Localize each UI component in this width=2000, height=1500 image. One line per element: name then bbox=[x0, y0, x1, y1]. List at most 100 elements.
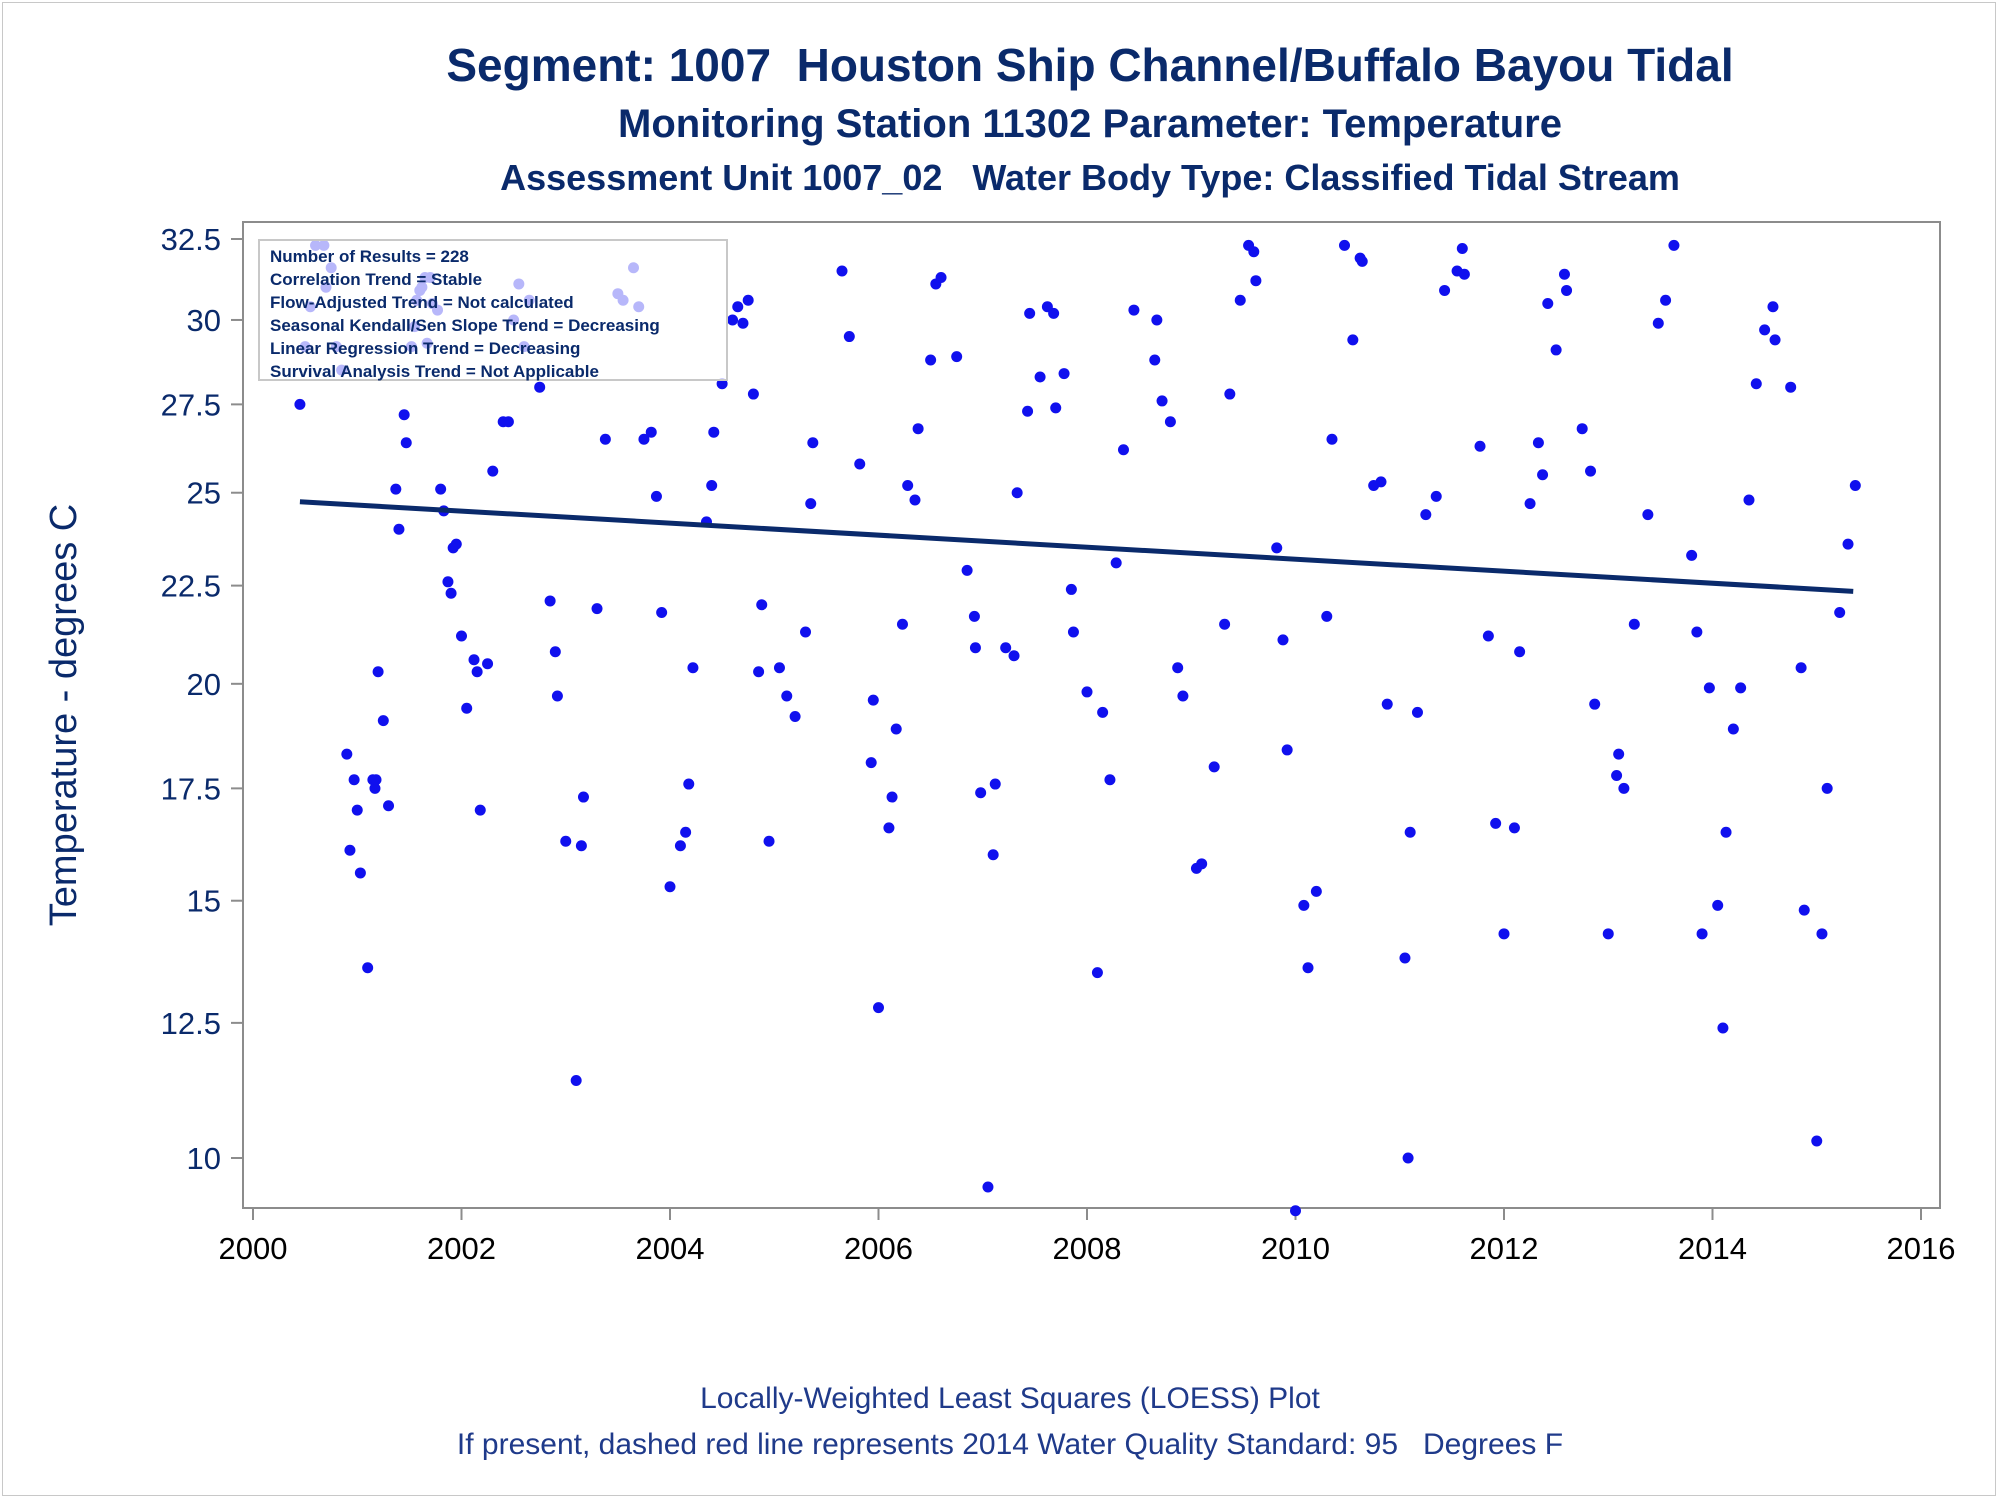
data-point bbox=[390, 483, 402, 495]
data-point bbox=[1816, 928, 1828, 940]
stat-number-of-results: Number of Results = 228 bbox=[270, 247, 469, 266]
data-point bbox=[742, 294, 754, 306]
x-tick-label: 2016 bbox=[1887, 1231, 1956, 1266]
data-point bbox=[708, 426, 720, 438]
data-point bbox=[716, 378, 728, 390]
data-point bbox=[1250, 275, 1262, 287]
data-point bbox=[445, 587, 457, 599]
y-tick-label: 27.5 bbox=[161, 387, 221, 422]
data-point bbox=[807, 437, 819, 449]
data-point bbox=[591, 603, 603, 615]
data-point bbox=[560, 835, 572, 847]
data-point bbox=[1508, 822, 1520, 834]
data-point bbox=[1611, 769, 1623, 781]
stat-seasonal-kendall-trend: Seasonal Kendall/Sen Slope Trend = Decre… bbox=[270, 316, 660, 335]
data-point bbox=[982, 1181, 994, 1193]
data-point bbox=[737, 317, 749, 329]
data-point bbox=[1712, 899, 1724, 911]
data-point bbox=[1151, 314, 1163, 326]
data-point bbox=[370, 774, 382, 786]
data-point bbox=[1011, 487, 1023, 499]
chart-subtitle-station: Monitoring Station 11302 Parameter: Temp… bbox=[618, 102, 1562, 146]
x-tick-label: 2000 bbox=[219, 1231, 288, 1266]
data-point bbox=[1769, 334, 1781, 346]
x-tick-label: 2006 bbox=[844, 1231, 913, 1266]
data-point bbox=[1750, 378, 1762, 390]
data-point bbox=[1532, 437, 1544, 449]
data-point bbox=[1458, 268, 1470, 280]
data-point bbox=[756, 599, 768, 611]
data-point bbox=[1050, 402, 1062, 414]
data-point bbox=[1196, 858, 1208, 870]
data-point bbox=[544, 595, 556, 607]
data-point bbox=[1561, 284, 1573, 296]
data-point bbox=[450, 538, 462, 550]
data-point bbox=[1338, 239, 1350, 251]
data-point bbox=[1208, 761, 1220, 773]
data-point bbox=[1110, 557, 1122, 569]
data-point bbox=[1402, 1152, 1414, 1164]
data-point bbox=[867, 694, 879, 706]
y-tick-label: 17.5 bbox=[161, 771, 221, 806]
data-point bbox=[805, 498, 817, 510]
stat-correlation-trend: Correlation Trend = Stable bbox=[270, 270, 483, 289]
trend-line bbox=[299, 499, 1854, 594]
data-point bbox=[1585, 465, 1597, 477]
trend-line-group bbox=[299, 499, 1854, 594]
data-point bbox=[1375, 476, 1387, 488]
data-point bbox=[1326, 433, 1338, 445]
data-point bbox=[369, 782, 381, 794]
y-tick-label: 25 bbox=[187, 476, 221, 511]
data-point bbox=[456, 630, 467, 642]
data-point bbox=[674, 840, 686, 852]
data-point bbox=[1798, 904, 1810, 916]
data-point bbox=[753, 666, 765, 678]
data-point bbox=[1097, 706, 1109, 718]
data-points bbox=[294, 239, 1861, 1217]
data-point bbox=[1420, 509, 1432, 521]
data-point bbox=[474, 804, 486, 816]
y-tick-label: 12.5 bbox=[161, 1006, 221, 1041]
data-point bbox=[1104, 774, 1116, 786]
data-point bbox=[664, 881, 676, 893]
data-point bbox=[1310, 885, 1322, 897]
data-point bbox=[502, 416, 514, 428]
stat-survival-analysis-trend: Survival Analysis Trend = Not Applicable bbox=[270, 362, 599, 381]
data-point bbox=[727, 314, 739, 326]
footnote-water-quality-standard: If present, dashed red line represents 2… bbox=[456, 1428, 1564, 1461]
data-point bbox=[1514, 646, 1526, 658]
data-point bbox=[896, 618, 908, 630]
data-point bbox=[1224, 388, 1236, 400]
data-point bbox=[468, 654, 480, 666]
data-point bbox=[1302, 962, 1314, 974]
data-point bbox=[1000, 642, 1012, 654]
data-point bbox=[1703, 682, 1715, 694]
data-point bbox=[1696, 928, 1708, 940]
data-point bbox=[1628, 618, 1640, 630]
data-point bbox=[1091, 967, 1103, 979]
data-point bbox=[1065, 583, 1077, 595]
data-point bbox=[1248, 246, 1260, 258]
x-tick-label: 2010 bbox=[1261, 1231, 1330, 1266]
data-point bbox=[398, 409, 410, 421]
data-point bbox=[843, 331, 855, 343]
data-point bbox=[1356, 255, 1368, 267]
data-point bbox=[1024, 307, 1036, 319]
data-point bbox=[912, 423, 924, 435]
data-point bbox=[1117, 444, 1129, 456]
data-point bbox=[800, 626, 812, 638]
data-point bbox=[961, 564, 973, 576]
data-point bbox=[1795, 662, 1807, 674]
data-point bbox=[1490, 817, 1502, 829]
data-point bbox=[435, 483, 447, 495]
data-point bbox=[989, 778, 1001, 790]
data-point bbox=[873, 1002, 884, 1014]
y-tick-label: 32.5 bbox=[161, 222, 221, 257]
y-axis: 10 12.5 15 17.5 20 22.5 25 27.5 30 32.5 bbox=[161, 222, 243, 1176]
data-point bbox=[951, 351, 963, 363]
x-tick-label: 2012 bbox=[1470, 1231, 1539, 1266]
data-point bbox=[789, 711, 801, 723]
data-point bbox=[763, 835, 775, 847]
data-point bbox=[549, 646, 561, 658]
data-point bbox=[1034, 371, 1046, 383]
